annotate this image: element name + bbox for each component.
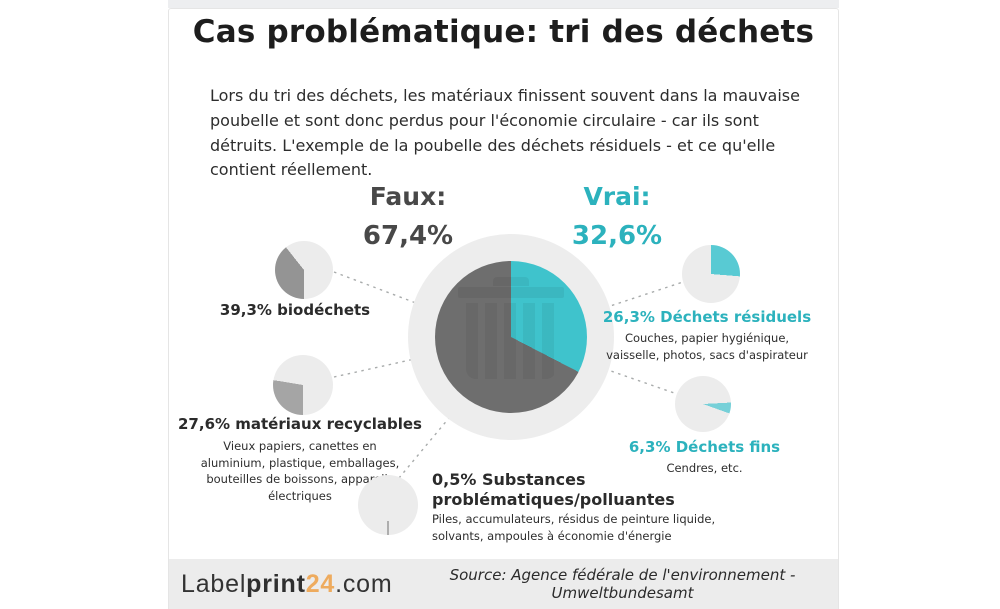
substances-pie-chart (358, 475, 418, 535)
recyclables-detail: Vieux papiers, canettes en aluminium, pl… (200, 439, 400, 504)
vrai-value: 32,6% (571, 221, 663, 251)
trash-bin-watermark-lid (458, 287, 564, 298)
logo-part-24: 24 (305, 569, 336, 598)
source-credit: Source: Agence fédérale de l'environneme… (449, 566, 796, 602)
logo-part-com: .com (335, 569, 393, 598)
fins-label: 6,3% Déchets fins (628, 438, 781, 456)
footer-bar: Labelprint24.com Source: Agence fédérale… (169, 559, 838, 609)
intro-paragraph: Lors du tri des déchets, les matériaux f… (210, 86, 800, 180)
vrai-label: Vrai: (583, 182, 651, 211)
residuels-pie-chart (682, 245, 740, 303)
faux-value: 67,4% (362, 221, 454, 251)
faux-label: Faux: (369, 182, 447, 211)
trash-bin-watermark-handle (493, 277, 529, 286)
recyclables-pie-chart (273, 355, 333, 415)
fins-pie-chart (675, 376, 731, 432)
substances-label: 0,5% Substances problématiques/polluante… (432, 470, 675, 509)
page-top-band (168, 0, 839, 8)
substances-detail: Piles, accumulateurs, résidus de peintur… (432, 512, 716, 544)
residuels-detail: Couches, papier hygiénique, vaisselle, p… (606, 331, 808, 362)
page-title: Cas problématique: tri des déchets (192, 14, 815, 50)
logo-part-print: print (246, 569, 306, 598)
fins-detail: Cendres, etc. (666, 461, 743, 475)
recyclables-label: 27,6% matériaux recyclables (178, 415, 422, 433)
trash-bin-watermark-body (466, 303, 556, 379)
bio-label: 39,3% biodéchets (219, 301, 371, 319)
residuels-label: 26,3% Déchets résiduels (602, 308, 812, 326)
labelprint24-logo: Labelprint24.com (181, 570, 393, 599)
main-pie-chart (435, 261, 587, 413)
logo-part-label: Label (181, 569, 247, 598)
bio-pie-chart (275, 241, 333, 299)
